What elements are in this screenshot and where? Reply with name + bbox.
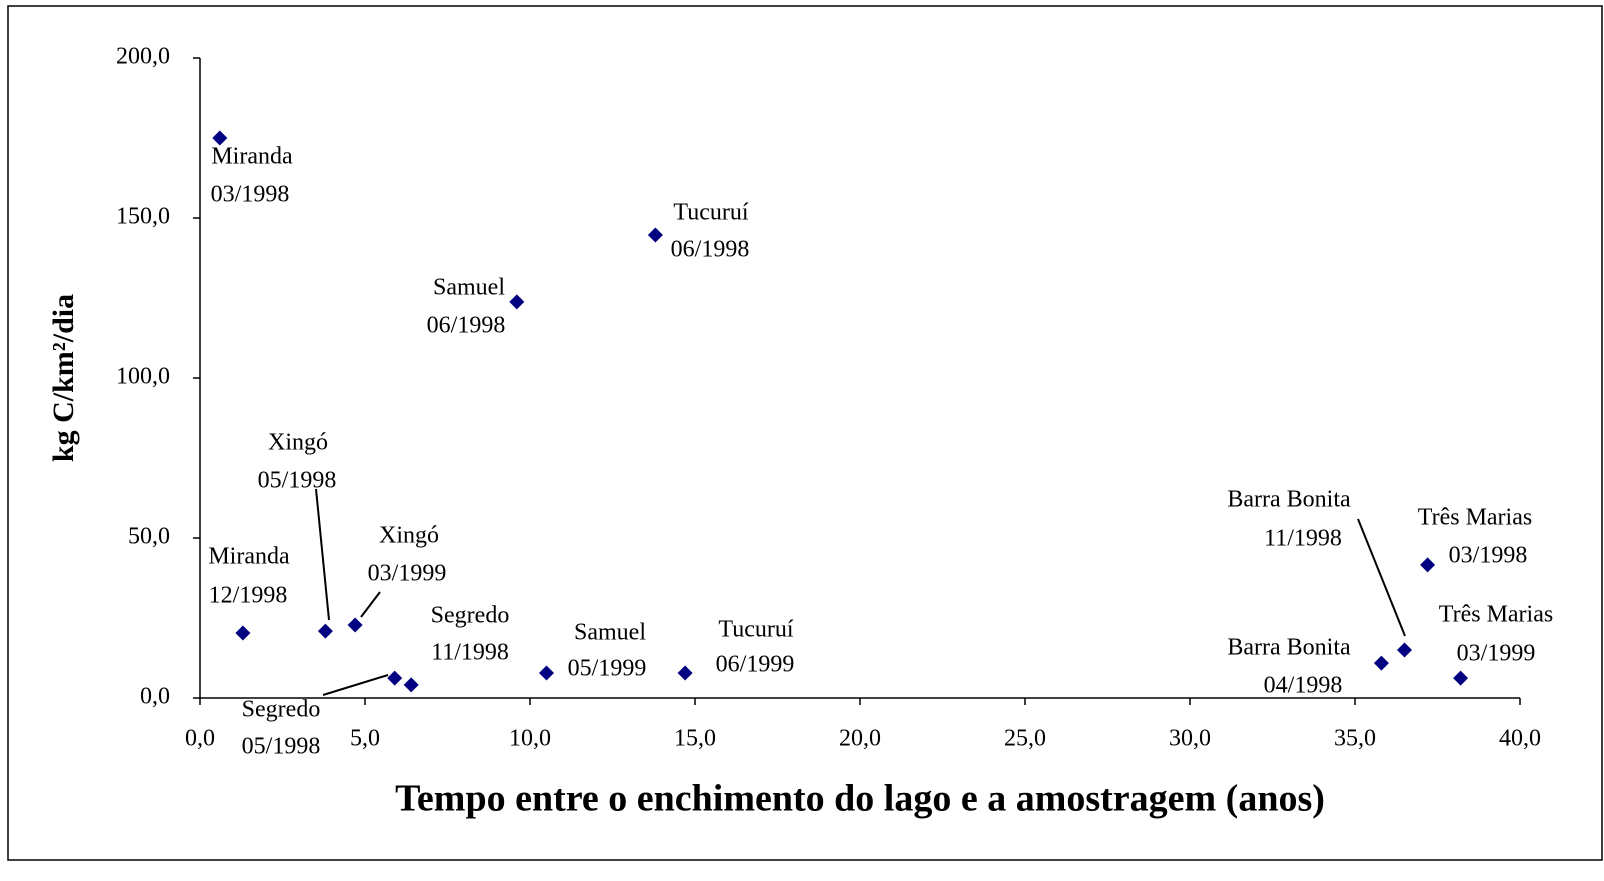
- point-label-date: 03/1999: [1457, 641, 1536, 667]
- marker: [403, 677, 419, 693]
- x-tick-label: 40,0: [1499, 726, 1541, 752]
- leader-line: [322, 674, 389, 696]
- point-label-date: 12/1998: [209, 583, 288, 609]
- x-tick-label: 35,0: [1334, 726, 1376, 752]
- marker: [1373, 655, 1389, 671]
- x-tick-label: 20,0: [839, 726, 881, 752]
- point-label-name: Segredo: [431, 603, 510, 629]
- chart-frame: [7, 5, 1603, 861]
- y-tick-label: 50,0: [128, 524, 170, 550]
- marker: [677, 665, 693, 681]
- marker: [647, 227, 663, 243]
- marker: [509, 294, 525, 310]
- y-tick-label: 100,0: [116, 364, 170, 390]
- point-label-date: 04/1998: [1264, 673, 1343, 699]
- point-label-name: Xingó: [379, 523, 439, 549]
- point-label-name: Segredo: [242, 697, 321, 723]
- point-label-date: 03/1999: [368, 561, 447, 587]
- y-tick-label: 200,0: [116, 44, 170, 70]
- point-label-date: 03/1998: [1449, 543, 1528, 569]
- point-label-name: Miranda: [211, 144, 293, 170]
- point-label-date: 06/1998: [427, 313, 506, 339]
- point-label-date: 06/1999: [716, 652, 795, 678]
- point-label-date: 05/1998: [258, 468, 337, 494]
- point-label-date: 11/1998: [431, 640, 509, 666]
- point-label-date: 03/1998: [211, 182, 290, 208]
- point-label-name: Tucuruí: [673, 200, 748, 226]
- point-label-name: Miranda: [208, 544, 290, 570]
- marker: [1397, 642, 1412, 658]
- point-label-date: 11/1998: [1264, 526, 1342, 552]
- point-label-date: 05/1998: [242, 734, 321, 760]
- point-label-name: Samuel: [433, 275, 505, 301]
- x-tick-label: 25,0: [1004, 726, 1046, 752]
- marker: [387, 670, 403, 686]
- y-tick-label: 150,0: [116, 204, 170, 230]
- leader-line: [1357, 518, 1406, 637]
- leader-line: [315, 488, 330, 621]
- point-label-name: Três Marias: [1439, 602, 1553, 628]
- x-axis-title: Tempo entre o enchimento do lago e a amo…: [395, 778, 1325, 820]
- point-label-name: Barra Bonita: [1227, 635, 1351, 661]
- marker: [212, 130, 228, 146]
- point-label-date: 06/1998: [671, 237, 750, 263]
- marker: [1420, 557, 1436, 573]
- point-label-name: Barra Bonita: [1227, 487, 1351, 513]
- point-label-name: Samuel: [574, 620, 646, 646]
- x-tick-label: 30,0: [1169, 726, 1211, 752]
- point-label-name: Tucuruí: [718, 617, 793, 643]
- point-label-name: Três Marias: [1418, 505, 1532, 531]
- marker: [317, 623, 333, 639]
- marker: [539, 665, 554, 681]
- leader-line: [360, 591, 381, 618]
- y-axis-title: kg C/km²/dia: [47, 294, 80, 462]
- point-label-date: 05/1999: [568, 656, 647, 682]
- marker: [347, 617, 363, 633]
- point-label-name: Xingó: [268, 430, 328, 456]
- y-tick-label: 0,0: [140, 684, 170, 710]
- x-tick-label: 15,0: [674, 726, 716, 752]
- x-tick-label: 5,0: [350, 726, 380, 752]
- marker: [235, 625, 251, 641]
- x-tick-label: 10,0: [509, 726, 551, 752]
- marker: [1453, 670, 1469, 686]
- x-tick-label: 0,0: [185, 726, 215, 752]
